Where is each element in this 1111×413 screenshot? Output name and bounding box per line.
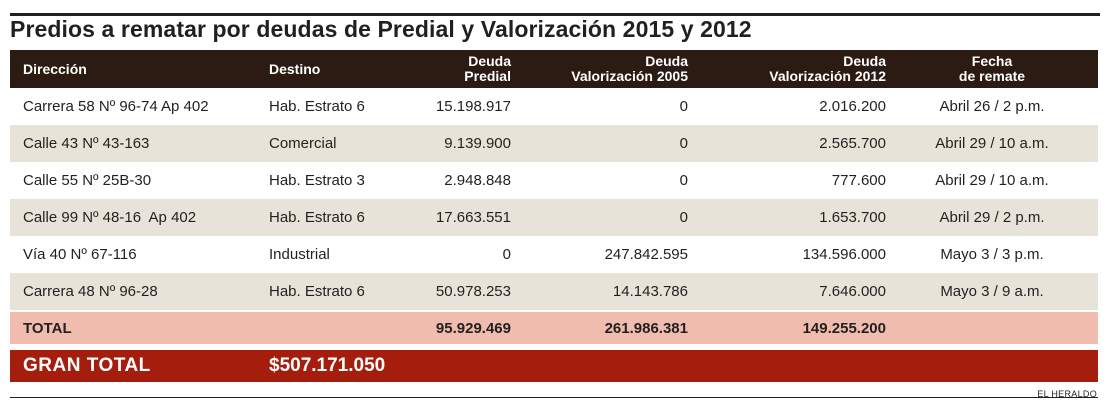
table-row: Calle 43 Nº 43-163 Comercial 9.139.900 0…	[10, 125, 1098, 162]
table-row: Vía 40 Nº 67-116 Industrial 0 247.842.59…	[10, 236, 1098, 273]
header-line: Valorización 2012	[769, 68, 886, 84]
header-line: de remate	[958, 68, 1026, 84]
header-line: Deuda	[468, 53, 511, 69]
cell-fecha: Mayo 3 / 3 p.m.	[940, 246, 1044, 263]
cell-destino: Industrial	[269, 246, 330, 263]
table-row: Calle 55 Nº 25B-30 Hab. Estrato 3 2.948.…	[10, 162, 1098, 199]
cell-direccion: Vía 40 Nº 67-116	[23, 246, 137, 263]
cell-valorizacion-2005: 0	[679, 135, 688, 152]
total-fecha-empty	[886, 312, 1098, 344]
grand-total-label: GRAN TOTAL	[23, 355, 151, 376]
header-valorizacion-2012: Deuda Valorización 2012	[688, 50, 886, 88]
data-table: Dirección Destino Deuda Predial Deuda Va…	[10, 50, 1098, 344]
cell-valorizacion-2005: 0	[679, 209, 688, 226]
cell-valorizacion-2012: 7.646.000	[819, 283, 886, 300]
cell-predial: 9.139.900	[444, 135, 511, 152]
cell-valorizacion-2012: 134.596.000	[802, 246, 886, 263]
grand-total-value: $507.171.050	[269, 355, 386, 376]
cell-predial: 2.948.848	[444, 172, 511, 189]
cell-fecha: Abril 29 / 10 a.m.	[935, 135, 1049, 152]
cell-direccion: Calle 55 Nº 25B-30	[23, 172, 152, 189]
cell-valorizacion-2012: 777.600	[831, 172, 886, 189]
cell-predial: 0	[502, 246, 511, 263]
bottom-rule	[10, 397, 1098, 398]
total-empty	[256, 312, 401, 344]
cell-fecha: Abril 26 / 2 p.m.	[939, 98, 1045, 115]
cell-valorizacion-2012: 1.653.700	[819, 209, 886, 226]
total-valorizacion-2005: 261.986.381	[604, 319, 688, 337]
cell-valorizacion-2012: 2.016.200	[819, 98, 886, 115]
credit-label: EL HERALDO	[1037, 389, 1097, 399]
cell-direccion: Calle 43 Nº 43-163	[23, 135, 150, 152]
cell-predial: 15.198.917	[435, 98, 511, 115]
header-line: Predial	[464, 68, 511, 84]
table-row: Carrera 58 Nº 96-74 Ap 402 Hab. Estrato …	[10, 88, 1098, 125]
cell-direccion: Carrera 58 Nº 96-74 Ap 402	[23, 98, 209, 115]
table-row: Carrera 48 Nº 96-28 Hab. Estrato 6 50.97…	[10, 273, 1098, 310]
cell-destino: Comercial	[269, 135, 337, 152]
page-title: Predios a rematar por deudas de Predial …	[10, 16, 752, 42]
total-row: TOTAL 95.929.469 261.986.381 149.255.200	[10, 312, 1098, 344]
header-line: Destino	[269, 60, 321, 77]
cell-valorizacion-2012: 2.565.700	[819, 135, 886, 152]
total-valorizacion-2012: 149.255.200	[802, 319, 886, 337]
cell-direccion: Carrera 48 Nº 96-28	[23, 283, 158, 300]
header-valorizacion-2005: Deuda Valorización 2005	[511, 50, 688, 88]
header-predial: Deuda Predial	[401, 50, 511, 88]
header-destino: Destino	[256, 50, 401, 88]
cell-valorizacion-2005: 0	[679, 172, 688, 189]
header-line: Fecha	[971, 53, 1013, 69]
cell-predial: 50.978.253	[435, 283, 511, 300]
total-predial: 95.929.469	[435, 319, 511, 337]
cell-fecha: Abril 29 / 2 p.m.	[939, 209, 1045, 226]
total-label: TOTAL	[23, 319, 72, 337]
cell-valorizacion-2005: 247.842.595	[604, 246, 688, 263]
cell-destino: Hab. Estrato 6	[269, 209, 365, 226]
header-direccion: Dirección	[10, 50, 256, 88]
cell-destino: Hab. Estrato 3	[269, 172, 365, 189]
header-line: Deuda	[843, 53, 886, 69]
cell-destino: Hab. Estrato 6	[269, 283, 365, 300]
grand-total-bar: GRAN TOTAL $507.171.050	[10, 350, 1098, 382]
header-fecha: Fecha de remate	[886, 50, 1098, 88]
cell-destino: Hab. Estrato 6	[269, 98, 365, 115]
header-line: Dirección	[23, 60, 87, 77]
cell-predial: 17.663.551	[435, 209, 511, 226]
cell-fecha: Abril 29 / 10 a.m.	[935, 172, 1049, 189]
cell-valorizacion-2005: 0	[679, 98, 688, 115]
cell-fecha: Mayo 3 / 9 a.m.	[940, 283, 1044, 300]
cell-direccion: Calle 99 Nº 48-16 Ap 402	[23, 209, 197, 226]
table-header: Dirección Destino Deuda Predial Deuda Va…	[10, 50, 1098, 88]
cell-valorizacion-2005: 14.143.786	[612, 283, 688, 300]
table-row: Calle 99 Nº 48-16 Ap 402 Hab. Estrato 6 …	[10, 199, 1098, 236]
header-line: Valorización 2005	[571, 68, 688, 84]
top-rule	[10, 13, 1100, 16]
header-line: Deuda	[645, 53, 688, 69]
